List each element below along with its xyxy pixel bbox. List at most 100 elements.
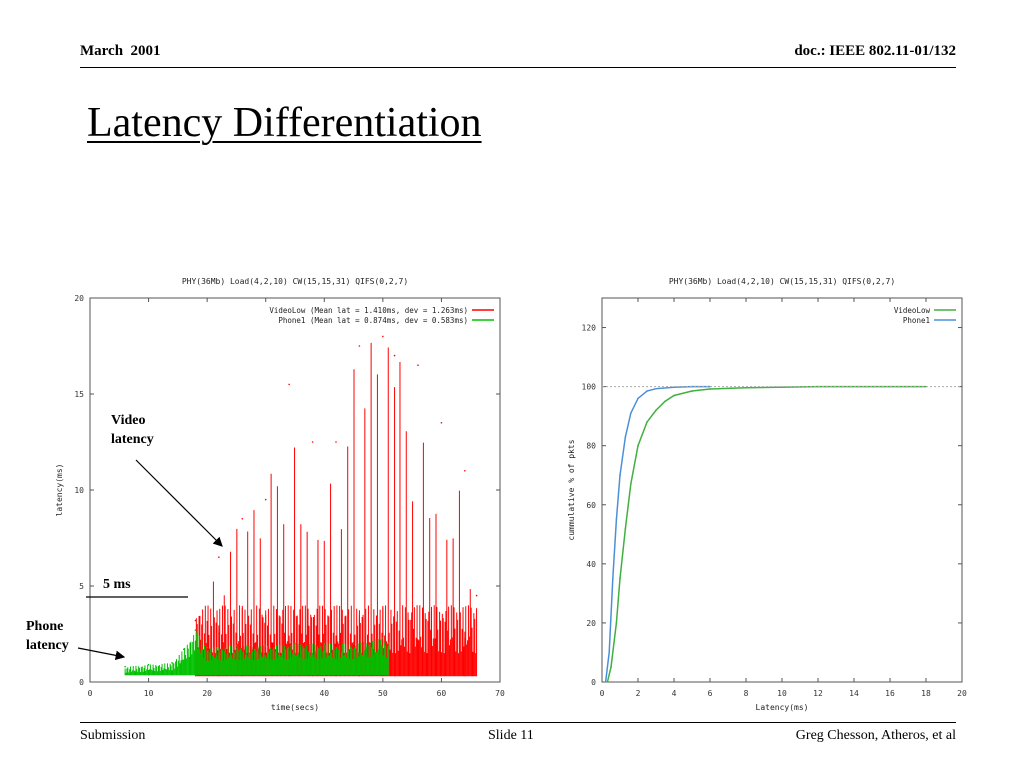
footer-submission: Submission <box>80 728 146 743</box>
series-0-point <box>218 556 220 558</box>
x-tick-label: 2 <box>636 689 641 698</box>
series-1-point <box>612 577 614 580</box>
y-tick-label: 20 <box>74 294 84 303</box>
series-1-point <box>382 637 384 639</box>
y-tick-label: 60 <box>586 501 596 510</box>
footer-author: Greg Chesson, Atheros, et al <box>795 728 956 743</box>
series-1-point <box>294 642 296 645</box>
series-1-point <box>604 681 607 683</box>
x-tick-label: 0 <box>600 689 605 698</box>
cumulative-latency-chart: PHY(36Mb) Load(4,2,10) CW(15,15,31) QIFS… <box>567 277 967 712</box>
series-1-point <box>194 629 197 631</box>
plot-frame <box>601 297 963 683</box>
series-0-point <box>194 619 197 622</box>
phone-latency-label: Phone latency <box>26 617 69 655</box>
series-0-point <box>241 518 244 520</box>
x-tick-label: 50 <box>378 689 388 698</box>
series-1-point <box>615 518 618 521</box>
series-0-point <box>417 364 419 366</box>
latency-time-chart: PHY(36Mb) Load(4,2,10) CW(15,15,31) QIFS… <box>55 277 505 712</box>
series-1-point <box>264 644 267 647</box>
x-tick-label: 18 <box>921 689 931 698</box>
video-label-line2: latency <box>111 432 154 447</box>
x-tick-label: 60 <box>437 689 447 698</box>
header-doc-id: doc.: IEEE 802.11-01/132 <box>794 43 956 59</box>
x-axis-label: Latency(ms) <box>756 703 809 712</box>
x-tick-label: 4 <box>672 689 677 698</box>
series-0-point <box>382 335 384 338</box>
series-1-point <box>637 397 639 400</box>
series-0-point <box>393 354 396 357</box>
y-tick-label: 10 <box>74 486 84 495</box>
legend-label: VideoLow <box>894 306 931 315</box>
series-0-point <box>615 622 618 624</box>
y-tick-label: 15 <box>74 390 84 399</box>
series-1-point <box>646 390 648 392</box>
series-0-point <box>288 383 290 386</box>
series-0-point <box>335 441 337 443</box>
y-tick-label: 40 <box>586 560 596 569</box>
legend-label: Phone1 (Mean lat = 0.874ms, dev = 0.583m… <box>278 316 468 325</box>
y-tick-label: 5 <box>79 582 84 591</box>
series-0-point <box>624 527 627 530</box>
x-tick-label: 20 <box>957 689 967 698</box>
series-1-point <box>619 474 621 477</box>
x-tick-label: 40 <box>319 689 329 698</box>
footer-rule <box>80 722 956 723</box>
y-axis-label: latency(ms) <box>55 464 64 517</box>
y-tick-label: 20 <box>586 619 596 628</box>
series-1-point <box>352 642 355 645</box>
phone-label-line2: latency <box>26 638 69 653</box>
y-tick-label: 0 <box>79 678 84 687</box>
video-latency-label: Video latency <box>111 411 154 449</box>
series-1-point <box>387 642 390 645</box>
series-0-point <box>475 594 478 597</box>
series-1-point <box>655 387 657 390</box>
series-0-point <box>637 444 639 447</box>
x-tick-label: 8 <box>744 689 749 698</box>
series-0-point <box>745 386 747 389</box>
legend-label: VideoLow (Mean lat = 1.410ms, dev = 1.26… <box>269 306 468 315</box>
footer-slide-number: Slide 11 <box>488 728 534 743</box>
series-1 <box>124 629 390 676</box>
y-tick-label: 120 <box>582 324 597 333</box>
x-tick-label: 12 <box>813 689 823 698</box>
series-0-point <box>311 441 314 443</box>
series-0-point <box>358 345 361 347</box>
series-1-point <box>323 642 326 645</box>
series-0-point <box>630 483 632 485</box>
series-0-point <box>264 498 267 501</box>
series-1-point <box>624 436 627 438</box>
chart-title: PHY(36Mb) Load(4,2,10) CW(15,15,31) QIFS… <box>669 277 895 286</box>
x-tick-label: 10 <box>777 689 787 698</box>
series-1-point <box>147 663 150 666</box>
series-0-point <box>646 421 648 423</box>
series-0-point <box>610 666 612 669</box>
series-0-point <box>691 390 693 392</box>
series-1-point <box>608 651 610 654</box>
phone-label-line1: Phone <box>26 619 64 634</box>
series-1-point <box>182 648 185 651</box>
legend-label: Phone1 <box>903 316 930 325</box>
x-tick-label: 0 <box>88 689 93 698</box>
x-tick-label: 20 <box>202 689 212 698</box>
x-tick-label: 30 <box>261 689 271 698</box>
slide-title: Latency Differentiation <box>87 100 482 146</box>
series-0-point <box>440 422 443 424</box>
series-1-point <box>630 412 632 414</box>
x-tick-label: 70 <box>495 689 505 698</box>
x-tick-label: 6 <box>708 689 713 698</box>
y-tick-label: 80 <box>586 442 596 451</box>
series-1-point <box>171 662 173 664</box>
threshold-label: 5 ms <box>103 577 131 592</box>
series-0-point <box>655 409 657 412</box>
series-0-point <box>709 388 711 390</box>
x-tick-label: 16 <box>885 689 895 698</box>
chart-title: PHY(36Mb) Load(4,2,10) CW(15,15,31) QIFS… <box>182 277 408 286</box>
y-tick-label: 100 <box>582 383 597 392</box>
x-tick-label: 14 <box>849 689 859 698</box>
header-rule <box>80 67 956 68</box>
header-date: March 2001 <box>80 43 161 59</box>
series-0-point <box>673 394 675 397</box>
series-1-point <box>206 646 208 649</box>
